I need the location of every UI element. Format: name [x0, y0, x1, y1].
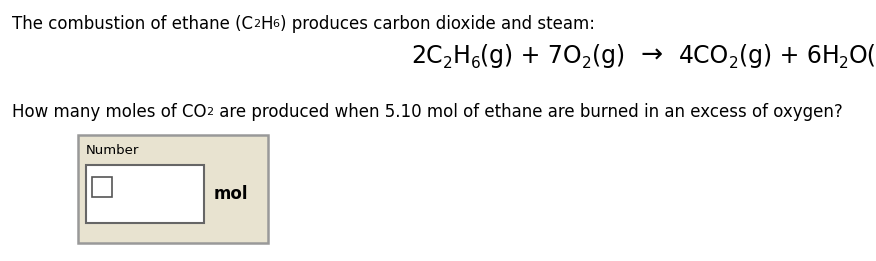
Text: 2: 2	[207, 107, 214, 117]
Text: The combustion of ethane (C: The combustion of ethane (C	[12, 15, 253, 33]
Text: (g) + 7O: (g) + 7O	[480, 44, 582, 68]
Text: 2: 2	[443, 56, 453, 71]
Text: →: →	[640, 43, 663, 69]
Text: 6: 6	[470, 56, 480, 71]
Text: Number: Number	[86, 144, 139, 157]
Text: 2C: 2C	[412, 44, 443, 68]
Text: 6: 6	[272, 19, 279, 29]
Text: ) produces carbon dioxide and steam:: ) produces carbon dioxide and steam:	[279, 15, 595, 33]
Text: 2: 2	[729, 56, 738, 71]
Text: How many moles of CO: How many moles of CO	[12, 103, 207, 121]
FancyBboxPatch shape	[78, 135, 268, 243]
Text: 2: 2	[582, 56, 591, 71]
Text: 2: 2	[253, 19, 260, 29]
Text: O(g): O(g)	[849, 44, 876, 68]
Text: (g) + 6H: (g) + 6H	[738, 44, 839, 68]
FancyBboxPatch shape	[86, 165, 204, 223]
Text: H: H	[260, 15, 272, 33]
Text: mol: mol	[214, 185, 249, 203]
Text: are produced when 5.10 mol of ethane are burned in an excess of oxygen?: are produced when 5.10 mol of ethane are…	[214, 103, 843, 121]
Text: (g): (g)	[591, 44, 625, 68]
Text: H: H	[453, 44, 470, 68]
Text: 4CO: 4CO	[679, 44, 729, 68]
FancyBboxPatch shape	[92, 177, 112, 197]
Text: 2: 2	[839, 56, 849, 71]
